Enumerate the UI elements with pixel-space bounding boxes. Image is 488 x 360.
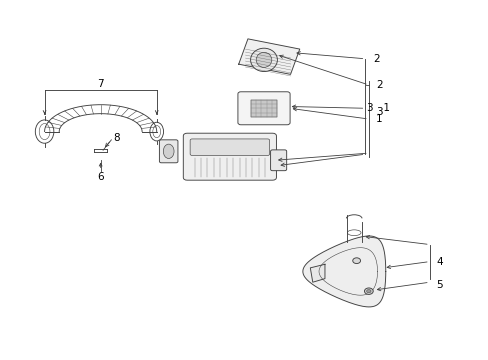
Text: 3   1: 3 1 (366, 103, 389, 113)
Text: 1: 1 (375, 114, 382, 124)
Polygon shape (302, 236, 385, 307)
Polygon shape (310, 264, 325, 282)
Text: 2: 2 (375, 80, 382, 90)
Ellipse shape (366, 289, 370, 293)
Bar (251, 100, 276, 117)
Ellipse shape (352, 258, 360, 264)
Ellipse shape (364, 288, 372, 294)
Text: 7: 7 (97, 79, 104, 89)
Text: 3: 3 (375, 107, 382, 117)
Text: 6: 6 (97, 172, 104, 182)
FancyBboxPatch shape (238, 92, 289, 125)
Text: 5: 5 (435, 280, 442, 290)
FancyBboxPatch shape (159, 140, 178, 163)
Ellipse shape (250, 48, 277, 72)
FancyBboxPatch shape (183, 133, 276, 180)
FancyBboxPatch shape (190, 139, 269, 156)
Ellipse shape (163, 144, 174, 158)
Polygon shape (238, 39, 299, 75)
Text: 4: 4 (435, 257, 442, 267)
Ellipse shape (256, 52, 271, 67)
Text: 2: 2 (372, 54, 379, 64)
FancyBboxPatch shape (270, 150, 286, 171)
Text: 8: 8 (113, 133, 120, 143)
